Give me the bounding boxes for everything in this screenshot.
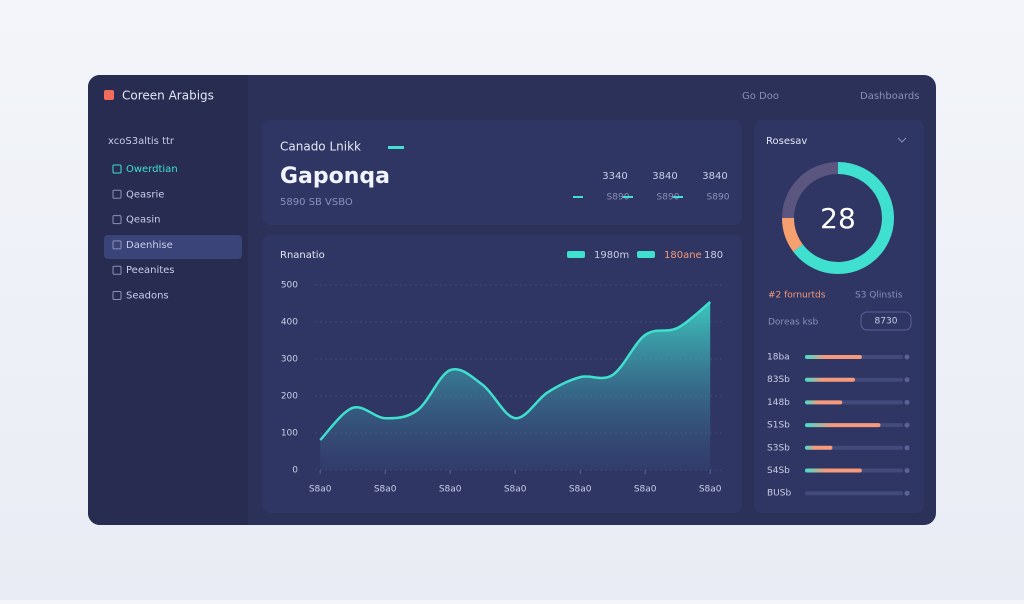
bar-dot (904, 354, 910, 360)
bar (805, 445, 833, 450)
accent (388, 146, 404, 149)
logo (104, 90, 114, 100)
gauge-value: 28 (820, 202, 856, 235)
bar (805, 355, 862, 359)
nav-icon (112, 240, 122, 250)
legend-swatch (637, 251, 655, 258)
bar (805, 400, 843, 405)
bar-label: 148b (767, 398, 790, 408)
bar-label: 18ba (767, 353, 790, 363)
bar-label: 83Sb (767, 375, 790, 385)
nav-icon (112, 291, 122, 300)
bar (805, 468, 862, 473)
y-tick-label: 200 (281, 392, 298, 402)
x-tick-label: S8a0 (699, 485, 722, 495)
sidebar (88, 75, 248, 525)
nav-item: Qeasin (126, 215, 160, 226)
search: xcoS3altis ttr (108, 136, 175, 147)
chart-title: Rnanatio (280, 250, 325, 261)
nav-item: Qeasrie (126, 189, 164, 200)
y-tick-label: 100 (281, 429, 298, 439)
legend-entry: 180ane (664, 250, 702, 261)
nav-item: Peeanites (126, 265, 175, 276)
bar-dot (904, 422, 910, 428)
gauge-arc (793, 162, 894, 274)
panel-label: S3 Qlinstis (855, 291, 903, 301)
x-tick-label: S8a0 (309, 485, 332, 495)
x-tick-label: S8a0 (374, 485, 397, 495)
bar-dot (904, 468, 910, 473)
headline: Gaponqa (280, 164, 390, 189)
topbar-item: Dashboards (860, 91, 919, 102)
stat-value: 3840 (652, 171, 677, 182)
y-tick-label: 400 (281, 318, 298, 328)
topbar-item: Go Doo (742, 91, 779, 102)
bar-label: S4Sb (767, 466, 790, 476)
gauge-title: Rosesav (766, 136, 807, 147)
filter-label: Doreas ksb (768, 318, 818, 328)
bar-track (805, 491, 903, 496)
filter-button[interactable] (860, 311, 912, 331)
summary-title: Canado Lnikk (280, 140, 361, 154)
stat-value: 3340 (602, 171, 627, 182)
panel-label: #2 fornurtds (768, 291, 826, 301)
stat-value: 3840 (702, 171, 727, 182)
bar-dot (904, 399, 910, 405)
x-tick-label: S8a0 (504, 485, 527, 495)
line (319, 301, 711, 441)
bar-dot (904, 377, 910, 383)
stat-swatch (573, 196, 583, 198)
nav-icon (112, 164, 122, 174)
bar-label: BUSb (767, 489, 791, 499)
bar-label: S1Sb (767, 421, 790, 431)
summary-card (262, 120, 742, 225)
bar (805, 377, 855, 382)
area (320, 302, 711, 470)
stat-label: S890 (657, 193, 680, 203)
filter-button-label[interactable]: 8730 (875, 317, 898, 327)
legend-entry: 1980m (594, 250, 629, 261)
nav-icon (112, 215, 122, 225)
nav-item: Daenhise (126, 240, 173, 251)
bar-label: S3Sb (767, 443, 790, 453)
stat-swatch (673, 196, 683, 198)
y-tick-label: 500 (281, 281, 298, 291)
legend-swatch (567, 251, 585, 258)
nav-item: Owerdtian (126, 164, 178, 175)
x-tick-label: S8a0 (439, 485, 462, 495)
summary-subtitle: 5890 SB VSBO (280, 197, 353, 208)
side-card (754, 120, 924, 513)
bar-dot (904, 445, 910, 451)
bar-dot (904, 490, 910, 496)
chevron (897, 137, 907, 143)
stat-label: S890 (607, 193, 630, 203)
stat-swatch (623, 196, 633, 198)
y-tick-label: 300 (281, 355, 298, 365)
x-tick-label: S8a0 (634, 485, 657, 495)
nav-icon (112, 265, 122, 275)
stat-label: S890 (707, 193, 730, 203)
bar (805, 423, 881, 428)
nav-active (104, 235, 242, 259)
y-tick-label: 0 (292, 466, 298, 476)
nav-item: Seadons (126, 291, 169, 302)
gauge-arc (782, 217, 803, 252)
nav-icon (112, 189, 122, 199)
brand: Coreen Arabigs (122, 89, 214, 103)
legend-entry: 180 (704, 250, 723, 261)
x-tick-label: S8a0 (569, 485, 592, 495)
